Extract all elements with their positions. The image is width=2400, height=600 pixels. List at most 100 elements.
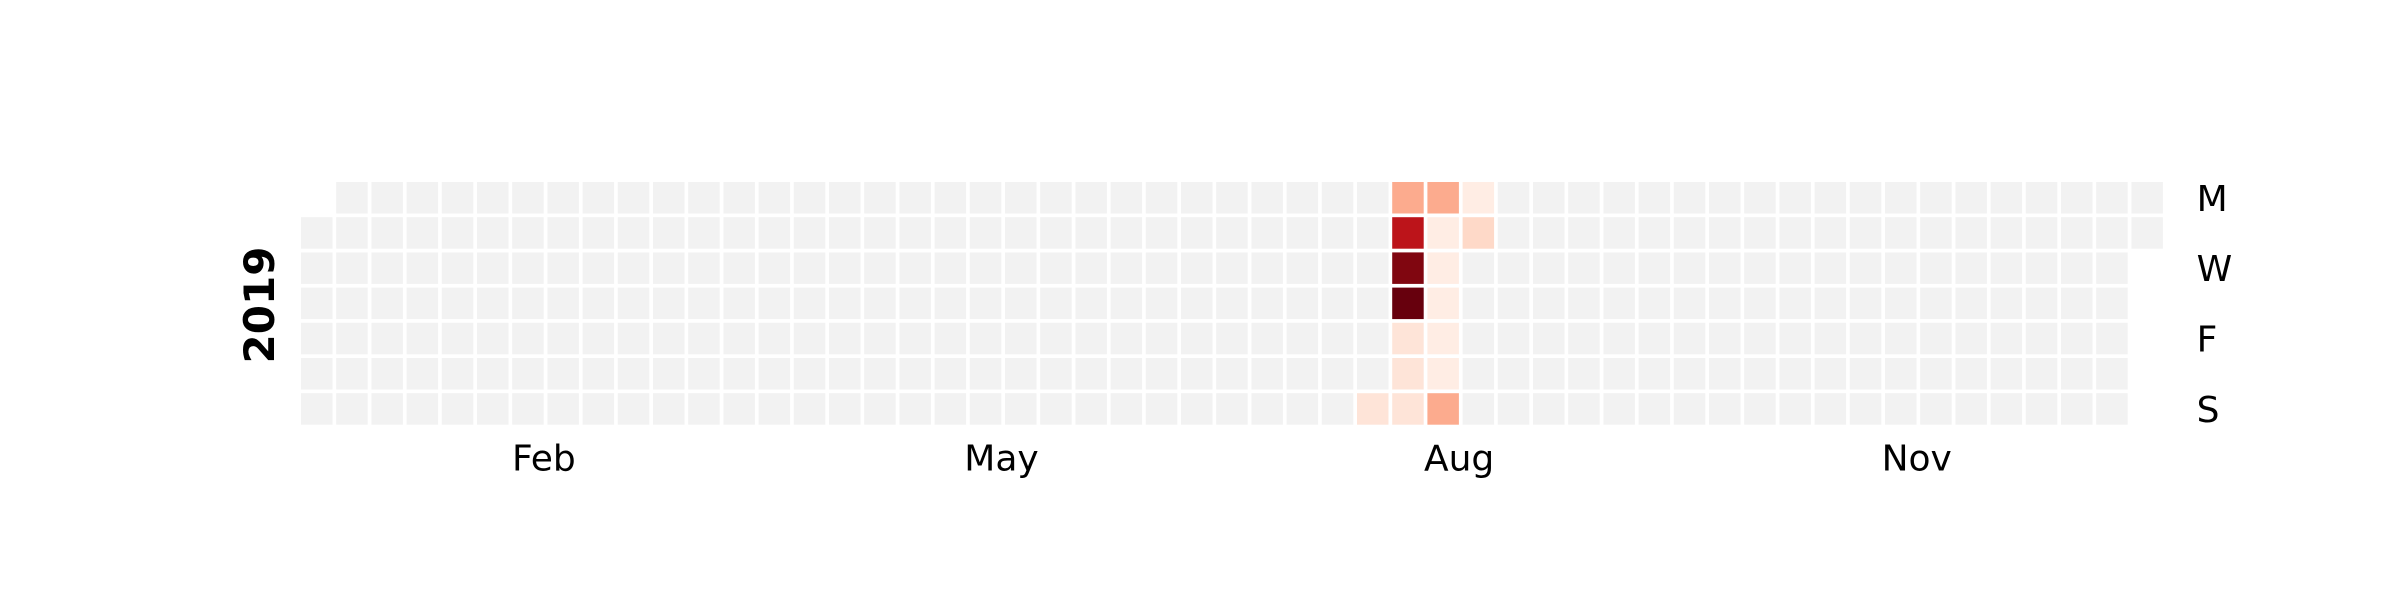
day-cell xyxy=(371,252,403,284)
day-cell xyxy=(864,217,896,249)
day-cell xyxy=(547,393,579,425)
day-cell xyxy=(1110,322,1143,355)
day-cell xyxy=(793,393,826,425)
day-cell xyxy=(1216,322,1248,355)
day-cell xyxy=(688,393,720,425)
day-cell xyxy=(1885,182,1917,214)
day-cell xyxy=(2025,287,2058,320)
day-cell xyxy=(1040,182,1072,214)
day-cell xyxy=(723,358,755,390)
day-cell xyxy=(1673,287,1706,320)
day-cell xyxy=(1497,182,1530,214)
day-cell xyxy=(441,358,474,390)
day-cell xyxy=(1427,358,1459,390)
day-cell xyxy=(1497,322,1530,355)
day-cell xyxy=(723,322,755,355)
day-cell xyxy=(969,358,1002,390)
day-cell xyxy=(1462,182,1495,214)
month-label: Feb xyxy=(512,438,576,479)
day-cell xyxy=(1568,322,1600,355)
day-cell xyxy=(547,252,579,284)
day-cell xyxy=(1110,393,1143,425)
day-cell xyxy=(1216,358,1248,390)
day-cell xyxy=(1321,182,1354,214)
day-cell xyxy=(1920,217,1952,249)
day-cell xyxy=(1251,252,1283,284)
day-cell xyxy=(1885,287,1917,320)
day-cell xyxy=(1779,393,1811,425)
day-cell xyxy=(1990,393,2023,425)
day-cell xyxy=(1779,287,1811,320)
day-cell xyxy=(1497,217,1530,249)
day-cell xyxy=(1357,358,1389,390)
day-cell xyxy=(1885,358,1917,390)
day-cell xyxy=(1181,322,1213,355)
day-cell xyxy=(371,217,403,249)
day-cell xyxy=(1145,217,1178,249)
day-cell xyxy=(512,252,544,284)
day-cell xyxy=(1955,217,1987,249)
day-cell xyxy=(477,322,509,355)
day-cell xyxy=(301,252,333,284)
day-cell xyxy=(582,322,615,355)
day-cell xyxy=(1462,217,1495,249)
day-cell xyxy=(1392,393,1424,425)
day-cell xyxy=(1181,252,1213,284)
day-cell xyxy=(1920,322,1952,355)
day-cell xyxy=(1779,252,1811,284)
day-cell xyxy=(371,322,403,355)
day-cell xyxy=(899,322,931,355)
day-cell xyxy=(1005,182,1037,214)
month-labels: Feb May Aug Nov xyxy=(512,438,1952,479)
day-cell xyxy=(1744,322,1776,355)
day-cell xyxy=(1427,217,1459,249)
day-cell xyxy=(1885,322,1917,355)
day-cell xyxy=(582,393,615,425)
day-cell xyxy=(1603,393,1635,425)
day-cell xyxy=(1744,358,1776,390)
day-cell xyxy=(723,217,755,249)
day-cell xyxy=(1955,358,1987,390)
day-cell xyxy=(1814,287,1847,320)
day-cell xyxy=(1427,393,1459,425)
day-cell xyxy=(1392,322,1424,355)
day-cell xyxy=(2096,322,2128,355)
day-cell xyxy=(688,358,720,390)
day-cell xyxy=(1638,393,1671,425)
day-cell xyxy=(477,217,509,249)
day-cell xyxy=(1145,182,1178,214)
day-cell xyxy=(723,182,755,214)
day-cell xyxy=(1181,182,1213,214)
day-cell xyxy=(1814,322,1847,355)
day-cell xyxy=(1286,322,1319,355)
day-cell xyxy=(1110,182,1143,214)
day-cell xyxy=(1286,182,1319,214)
day-cell xyxy=(969,182,1002,214)
day-cell xyxy=(371,182,403,214)
day-cell xyxy=(1075,358,1107,390)
day-cell xyxy=(688,182,720,214)
day-cell xyxy=(758,182,791,214)
day-cell xyxy=(336,252,368,284)
day-cell xyxy=(617,217,650,249)
day-cell xyxy=(1990,217,2023,249)
day-cell xyxy=(1744,252,1776,284)
day-cell xyxy=(1920,393,1952,425)
day-cell xyxy=(934,322,967,355)
day-cell xyxy=(1181,217,1213,249)
day-cell xyxy=(371,393,403,425)
day-cell xyxy=(1920,287,1952,320)
day-cell xyxy=(1286,393,1319,425)
day-cell xyxy=(582,358,615,390)
day-cell xyxy=(2025,393,2058,425)
day-cell xyxy=(1990,252,2023,284)
day-cell xyxy=(829,217,861,249)
day-cell xyxy=(1075,217,1107,249)
day-cell xyxy=(1533,358,1565,390)
day-cell xyxy=(1357,252,1389,284)
day-cell xyxy=(1462,358,1495,390)
day-cell xyxy=(547,182,579,214)
day-cell xyxy=(1779,217,1811,249)
day-cell xyxy=(653,358,685,390)
day-cell xyxy=(406,182,439,214)
